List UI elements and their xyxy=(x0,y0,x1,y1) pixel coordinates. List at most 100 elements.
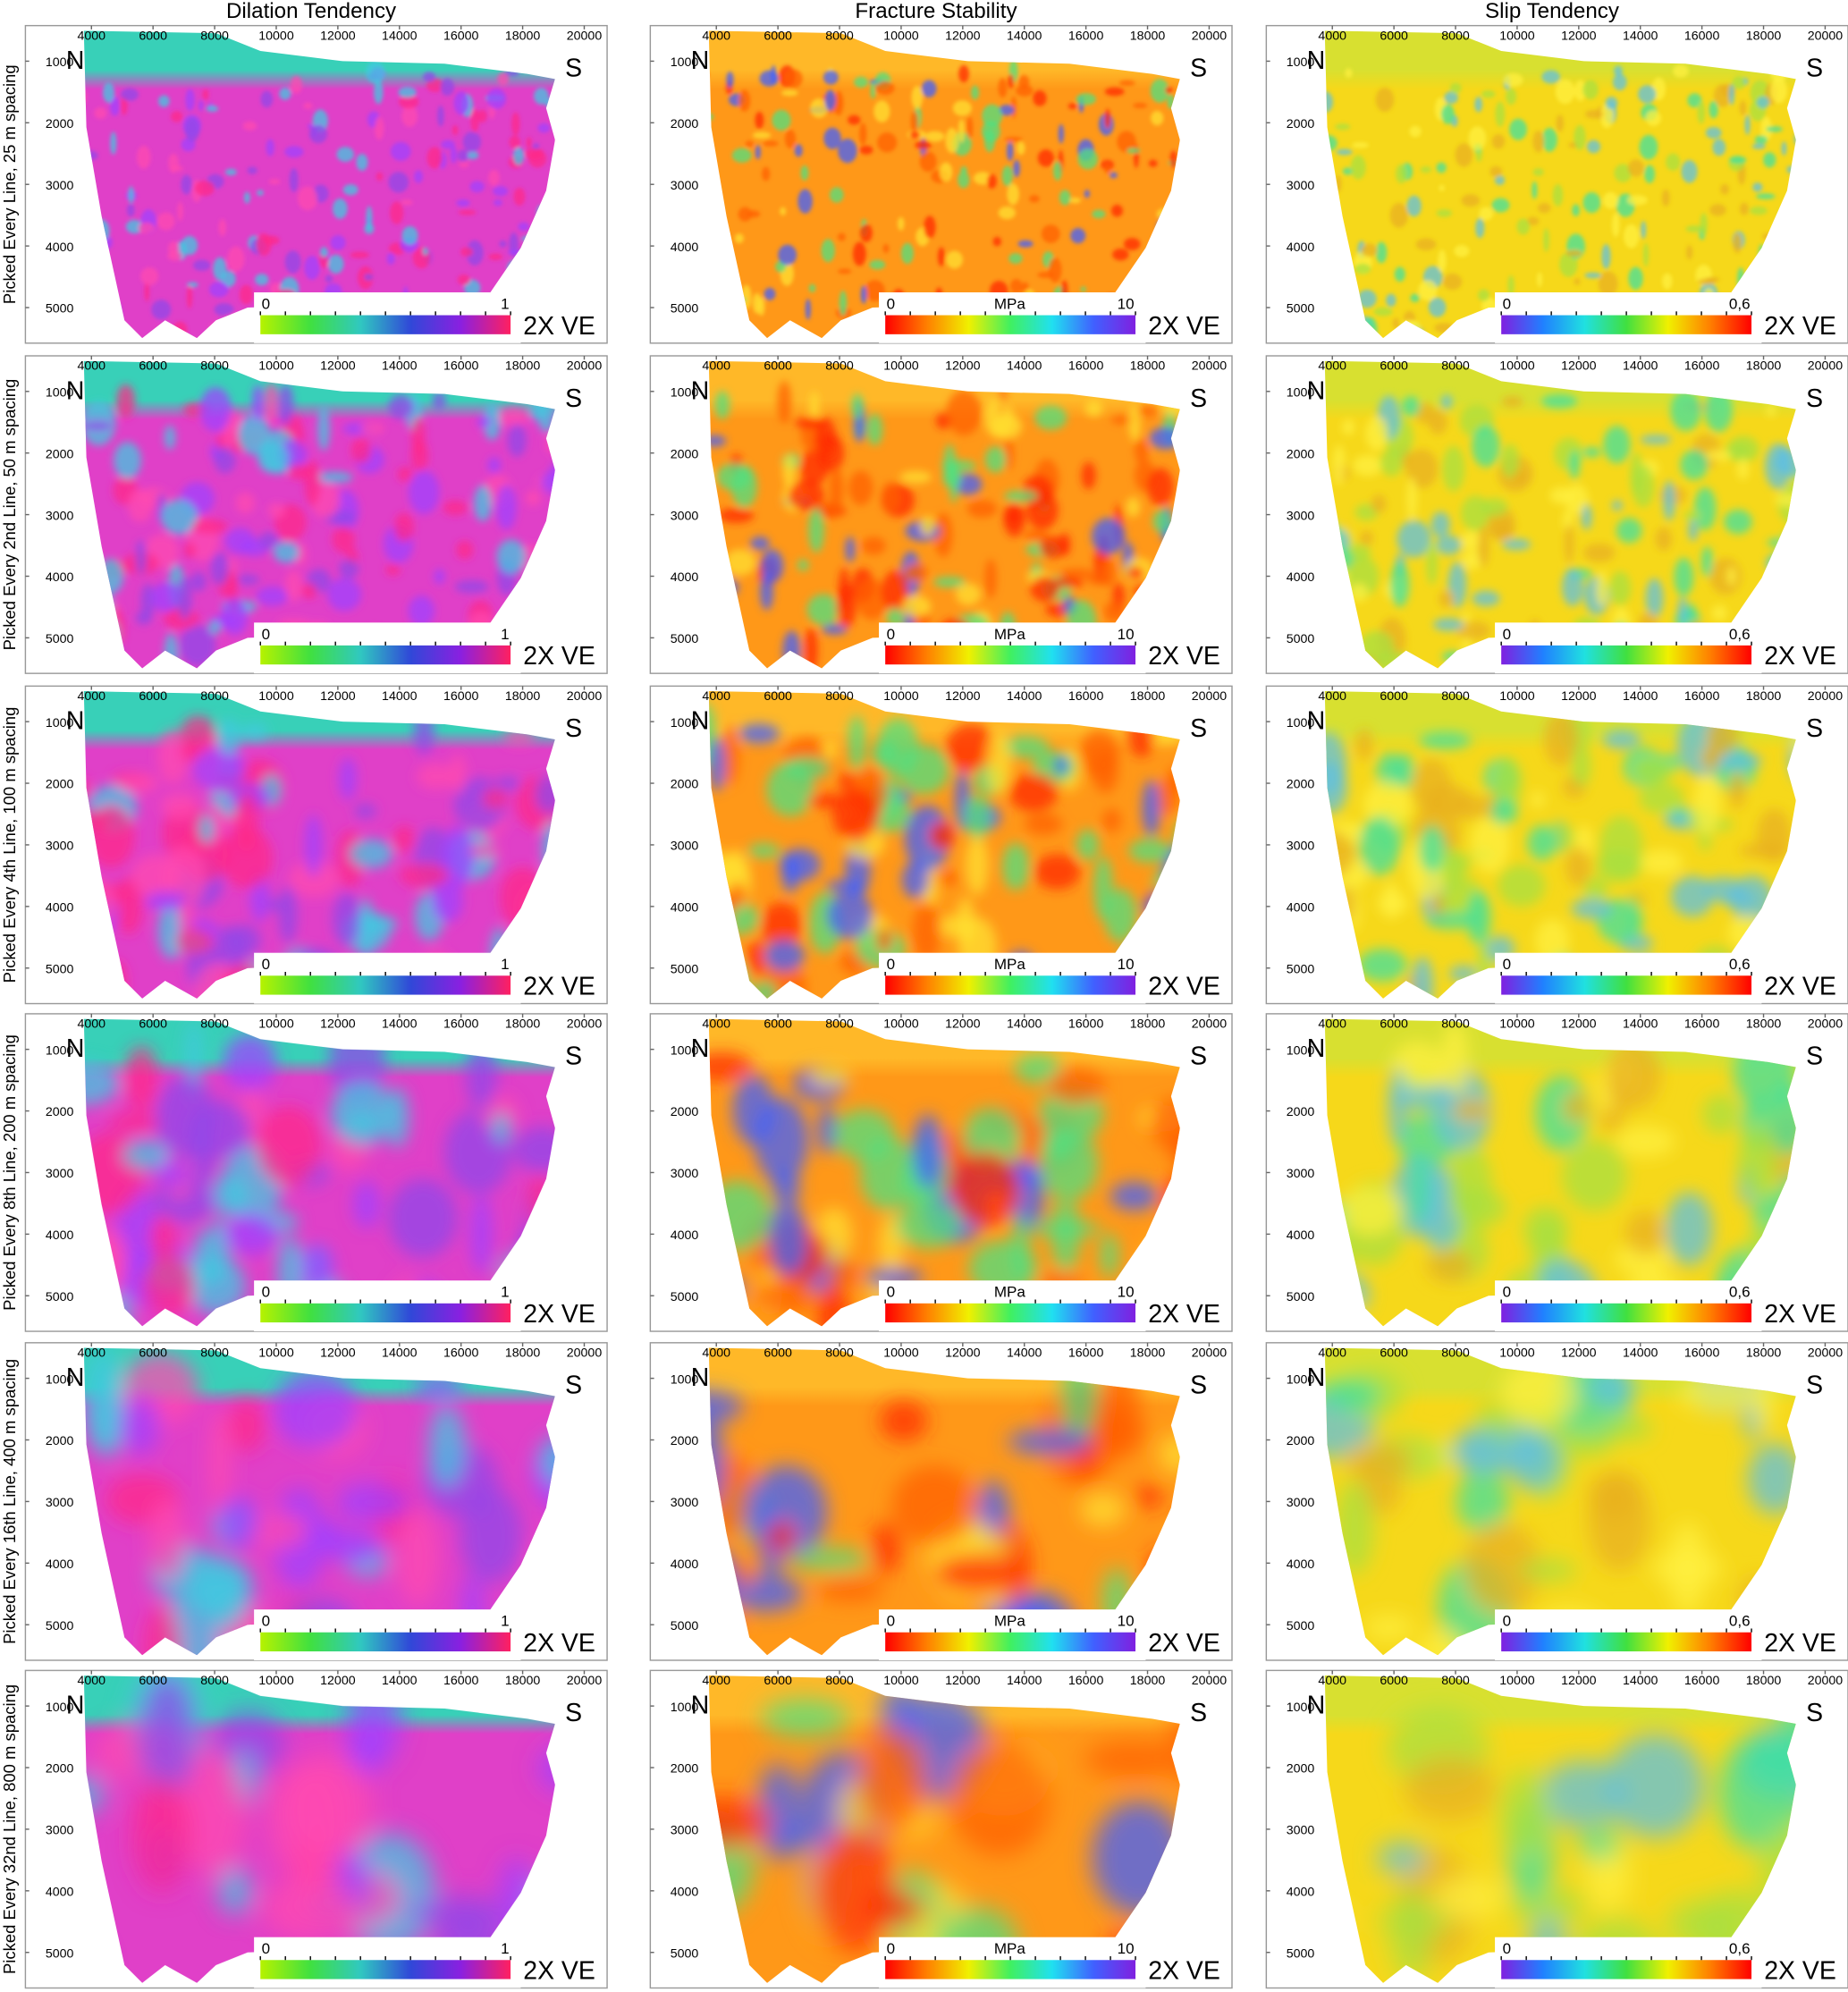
texture-blob xyxy=(895,1202,961,1249)
panel: 4000 6000 8000 10000 12000 14000 16000 18000 200… xyxy=(24,685,608,1005)
panel: 4000 6000 8000 10000 12000 14000 16000 18000 200… xyxy=(24,24,608,344)
x-tick-label: 14000 xyxy=(382,1346,418,1360)
texture-blob xyxy=(1555,79,1575,105)
texture-blob xyxy=(1697,101,1706,124)
texture-blob xyxy=(170,111,183,122)
y-tick-label: 2000 xyxy=(671,1762,699,1777)
texture-blob xyxy=(960,166,967,174)
colorbar-min: 0 xyxy=(262,1613,270,1630)
texture-blob xyxy=(1509,118,1527,140)
texture-blob xyxy=(1440,1022,1469,1097)
texture-blob xyxy=(1092,1406,1145,1455)
texture-blob xyxy=(460,247,474,257)
texture-blob xyxy=(192,259,211,271)
texture-blob xyxy=(273,542,300,563)
x-tick-label: 10000 xyxy=(883,359,919,374)
y-tick-label: 2000 xyxy=(1287,1434,1315,1448)
texture-blob xyxy=(83,421,114,431)
colorbar xyxy=(260,645,511,665)
x-tick-label: 18000 xyxy=(1130,1346,1166,1360)
texture-blob xyxy=(1639,782,1684,814)
x-tick-label: 8000 xyxy=(200,29,229,43)
south-label: S xyxy=(565,1042,582,1071)
x-tick-label: 4000 xyxy=(78,359,106,374)
texture-blob xyxy=(838,772,856,792)
texture-blob xyxy=(127,488,153,523)
y-tick-label: 5000 xyxy=(46,1946,74,1961)
texture-blob xyxy=(1491,198,1510,213)
texture-blob xyxy=(199,387,232,432)
texture-blob xyxy=(456,198,470,207)
texture-blob xyxy=(239,284,254,305)
texture-blob xyxy=(1744,114,1751,135)
colorbar-unit: MPa xyxy=(994,626,1026,643)
north-label: N xyxy=(66,707,85,736)
colorbar xyxy=(260,1632,511,1652)
y-tick-label: 2000 xyxy=(671,1105,699,1119)
exaggeration-label: 2X VE xyxy=(523,312,595,341)
texture-blob xyxy=(1642,242,1650,267)
y-tick-label: 4000 xyxy=(46,570,74,585)
texture-blob xyxy=(1077,148,1098,170)
texture-blob xyxy=(202,89,209,100)
texture-blob xyxy=(1661,273,1673,290)
texture-blob xyxy=(1361,243,1378,257)
panel: 4000 6000 8000 10000 12000 14000 16000 18000 200… xyxy=(649,24,1233,344)
texture-blob xyxy=(217,1867,252,1915)
texture-blob xyxy=(83,1776,105,1814)
texture-blob xyxy=(794,144,803,157)
y-tick-label: 1000 xyxy=(1287,55,1315,70)
texture-blob xyxy=(434,569,445,585)
x-tick-label: 10000 xyxy=(883,689,919,704)
x-tick-label: 6000 xyxy=(764,689,792,704)
texture-blob xyxy=(210,552,230,586)
texture-blob xyxy=(1389,562,1410,607)
texture-blob xyxy=(911,85,924,109)
texture-blob xyxy=(336,1482,410,1523)
texture-blob xyxy=(726,72,734,89)
texture-blob xyxy=(1016,85,1034,97)
texture-blob xyxy=(308,123,313,130)
texture-blob xyxy=(1645,578,1664,619)
texture-blob xyxy=(1126,497,1141,518)
y-tick-label: 4000 xyxy=(671,1228,699,1243)
texture-blob xyxy=(1086,574,1110,585)
texture-blob xyxy=(183,543,197,558)
texture-blob xyxy=(1732,76,1746,89)
texture-blob xyxy=(794,417,826,429)
texture-blob xyxy=(156,1159,189,1189)
x-tick-label: 12000 xyxy=(1561,29,1597,43)
y-tick-label: 4000 xyxy=(46,901,74,916)
texture-blob xyxy=(1127,567,1144,580)
texture-blob xyxy=(1472,590,1500,607)
texture-blob xyxy=(1003,502,1025,537)
texture-blob xyxy=(469,181,485,193)
texture-blob xyxy=(1110,204,1123,217)
y-tick-label: 4000 xyxy=(1287,570,1315,585)
panel: 4000 6000 8000 10000 12000 14000 16000 18000 200… xyxy=(1265,24,1848,344)
texture-blob xyxy=(513,1127,555,1173)
x-tick-label: 8000 xyxy=(200,1346,229,1360)
texture-blob xyxy=(1011,1214,1030,1284)
texture-blob xyxy=(912,901,941,962)
texture-blob xyxy=(511,112,520,136)
x-tick-label: 20000 xyxy=(1808,1346,1844,1360)
colorbar-max: 1 xyxy=(501,626,509,643)
texture-blob xyxy=(374,116,384,140)
texture-blob xyxy=(1769,1082,1796,1156)
texture-blob xyxy=(1661,189,1670,207)
texture-blob xyxy=(1008,73,1015,89)
north-label: N xyxy=(1307,1034,1326,1063)
texture-blob xyxy=(1137,405,1159,418)
texture-blob xyxy=(1364,1615,1413,1641)
texture-blob xyxy=(1008,772,1059,812)
x-tick-label: 4000 xyxy=(702,359,730,374)
texture-blob xyxy=(901,861,930,899)
texture-blob xyxy=(283,1753,373,1858)
x-tick-label: 18000 xyxy=(505,29,541,43)
texture-blob xyxy=(1394,266,1405,283)
texture-blob xyxy=(747,940,766,976)
texture-blob xyxy=(1092,209,1106,219)
y-tick-label: 1000 xyxy=(1287,385,1315,400)
texture-blob xyxy=(220,826,274,889)
